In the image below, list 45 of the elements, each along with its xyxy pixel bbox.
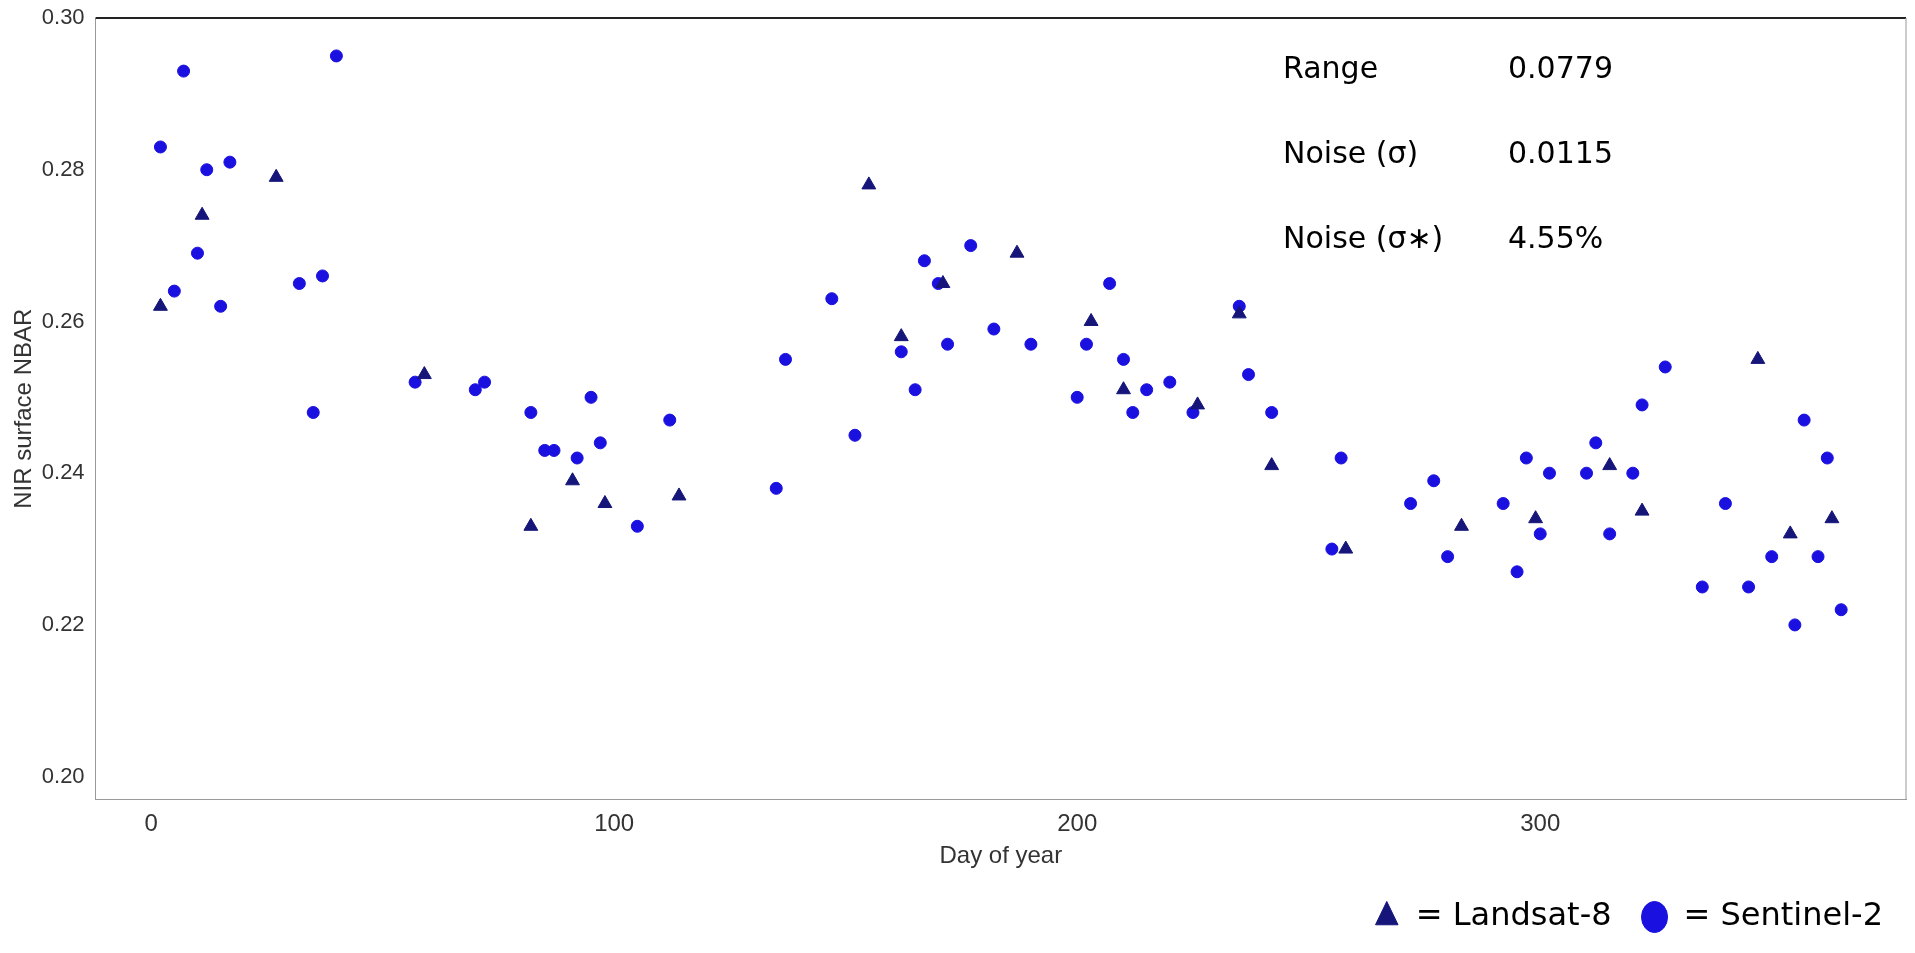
point [1190, 396, 1206, 410]
annotation: Range [1283, 49, 1379, 85]
point [1528, 510, 1544, 524]
y-tick-label: 0.30 [41, 4, 85, 30]
x-tick-label: 300 [1520, 809, 1561, 837]
point [1116, 381, 1131, 395]
annotation: Noise (σ∗) [1283, 219, 1444, 255]
x-tick-label: 100 [594, 809, 635, 837]
point [194, 206, 210, 220]
x-axis-title: Day of year [939, 841, 1063, 869]
point [1083, 312, 1099, 326]
point [1231, 305, 1247, 319]
y-tick-label: 0.26 [41, 307, 85, 333]
point [893, 328, 909, 342]
y-axis-title: NIR surface NBAR [9, 308, 37, 509]
point [1824, 510, 1840, 524]
point [1338, 540, 1354, 554]
annotation: 4.55% [1508, 219, 1604, 255]
point [861, 176, 877, 190]
y-tick-label: 0.22 [41, 610, 85, 636]
x-tick-label: 0 [144, 809, 158, 837]
x-tick-label: 200 [1057, 809, 1098, 837]
point [1782, 525, 1798, 539]
annotation: 0.0779 [1508, 49, 1613, 85]
y-tick-label: 0.20 [41, 762, 85, 788]
point [268, 168, 284, 182]
point [523, 517, 539, 531]
point [1009, 244, 1025, 258]
annotation: Noise (σ) [1283, 134, 1419, 170]
y-tick-label: 0.28 [41, 155, 85, 181]
point [153, 297, 168, 311]
point [1264, 457, 1280, 471]
point [1634, 502, 1650, 516]
legend-label: = Landsat-8 [1415, 895, 1612, 934]
y-tick-label: 0.24 [41, 459, 85, 485]
point [935, 275, 951, 289]
point [416, 366, 432, 380]
point [1602, 457, 1618, 471]
legend-label: = Sentinel-2 [1683, 895, 1883, 934]
point [565, 472, 580, 486]
point [1750, 350, 1766, 364]
point [597, 495, 613, 509]
point [671, 487, 687, 501]
point [1454, 517, 1469, 531]
annotation: 0.0115 [1508, 134, 1613, 170]
